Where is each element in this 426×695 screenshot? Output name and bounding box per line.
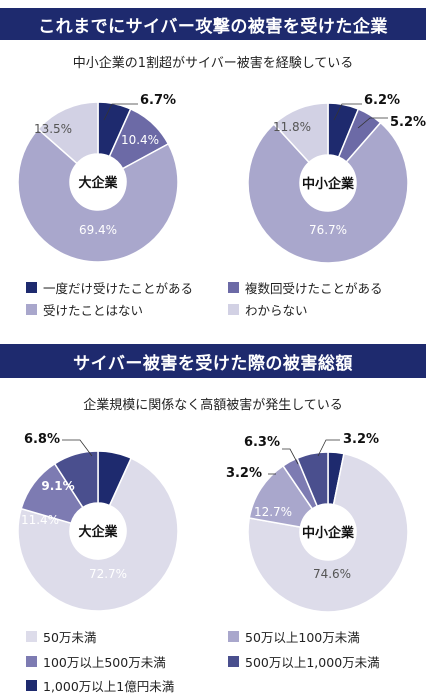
legend1-item-multiple: 複数回受けたことがある xyxy=(228,278,383,297)
legend-label: わからない xyxy=(245,303,308,318)
section1-title: これまでにサイバー攻撃の被害を受けた企業 xyxy=(38,16,388,37)
legend-swatch xyxy=(26,680,37,691)
donut-center-label: 大企業 xyxy=(78,524,118,540)
legend-swatch xyxy=(228,631,239,642)
legend-swatch xyxy=(26,282,37,293)
legend2-item-1000to1oku: 1,000万以上1億円未満 xyxy=(26,676,174,695)
slice-value-label: 13.5% xyxy=(34,122,72,136)
slice-value-label: 11.4% xyxy=(21,513,59,527)
leader-line xyxy=(62,439,93,457)
slice-value-label: 5.2% xyxy=(390,115,426,130)
legend1-item-once: 一度だけ受けたことがある xyxy=(26,278,193,297)
slice-value-label: 3.2% xyxy=(226,466,262,481)
leader-line xyxy=(357,117,388,129)
donut-slice xyxy=(17,457,179,612)
donut-chart-0: 大企業 6.7% 10.4% 69.4% 13.5% xyxy=(17,93,179,263)
leader-line xyxy=(103,103,138,121)
legend1-item-unknown: わからない xyxy=(228,300,308,319)
legend-swatch xyxy=(228,304,239,315)
legend-label: 受けたことはない xyxy=(43,303,144,318)
legend-label: 500万以上1,000万未満 xyxy=(245,655,380,670)
slice-value-label: 6.8% xyxy=(24,432,60,447)
slice-value-label: 6.3% xyxy=(244,435,280,450)
slice-value-label: 72.7% xyxy=(89,567,127,581)
leader-line xyxy=(317,439,340,457)
donut-center-label: 中小企業 xyxy=(302,525,355,541)
legend-label: 1,000万以上1億円未満 xyxy=(43,679,175,694)
donut-slice xyxy=(272,102,329,164)
legend2-item-100to500: 100万以上500万未満 xyxy=(26,652,166,671)
donut-slice xyxy=(17,128,179,263)
slice-value-label: 6.2% xyxy=(364,93,400,108)
legend-swatch xyxy=(26,631,37,642)
slice-value-label: 69.4% xyxy=(79,223,117,237)
donut-chart-3: 中小企業 3.2% 74.6% 12.7% 3.2% 6.3% xyxy=(226,432,409,613)
donut-slice xyxy=(296,451,329,508)
legend-label: 100万以上500万未満 xyxy=(43,655,166,670)
donut-slice xyxy=(36,101,99,165)
slice-value-label: 6.7% xyxy=(140,93,176,108)
donut-chart-1: 中小企業 6.2% 5.2% 76.7% 11.8% xyxy=(247,93,426,264)
section1-title-banner: これまでにサイバー攻撃の被害を受けた企業 xyxy=(0,8,426,40)
legend-swatch xyxy=(228,656,239,667)
legend2-item-50to100: 50万以上100万未満 xyxy=(228,627,360,646)
donut-slice xyxy=(53,450,99,509)
legend-swatch xyxy=(26,656,37,667)
donut-center-label: 大企業 xyxy=(78,175,118,191)
legend-label: 複数回受けたことがある xyxy=(245,281,383,296)
slice-value-label: 11.8% xyxy=(273,120,311,134)
section2-title: サイバー被害を受けた際の被害総額 xyxy=(73,353,353,374)
donut-chart-2: 大企業 6.8% 72.7% 11.4% 9.1% xyxy=(17,432,179,612)
slice-value-label: 10.4% xyxy=(121,133,159,147)
legend-label: 一度だけ受けたことがある xyxy=(43,281,194,296)
slice-value-label: 74.6% xyxy=(313,567,351,581)
slice-value-label: 3.2% xyxy=(343,432,379,447)
legend-swatch xyxy=(228,282,239,293)
slice-value-label: 12.7% xyxy=(254,505,292,519)
legend-label: 50万以上100万未満 xyxy=(245,630,360,645)
slice-value-label: 9.1% xyxy=(41,479,74,493)
legend2-item-500to1000: 500万以上1,000万未満 xyxy=(228,652,380,671)
donut-slice xyxy=(247,452,409,613)
legend-swatch xyxy=(26,304,37,315)
slice-value-label: 76.7% xyxy=(309,223,347,237)
leader-line xyxy=(333,103,362,121)
section2-subtitle: 企業規模に関係なく高額被害が発生している xyxy=(83,398,343,413)
legend1-item-never: 受けたことはない xyxy=(26,300,143,319)
section2-title-banner: サイバー被害を受けた際の被害総額 xyxy=(0,344,426,378)
section1-subtitle: 中小企業の1割超がサイバー被害を経験している xyxy=(72,56,354,71)
legend2-item-under50: 50万未満 xyxy=(26,627,96,646)
donut-slice xyxy=(247,121,409,264)
legend-label: 50万未満 xyxy=(43,630,97,645)
leader-line xyxy=(282,448,299,465)
donut-center-label: 中小企業 xyxy=(302,176,355,192)
